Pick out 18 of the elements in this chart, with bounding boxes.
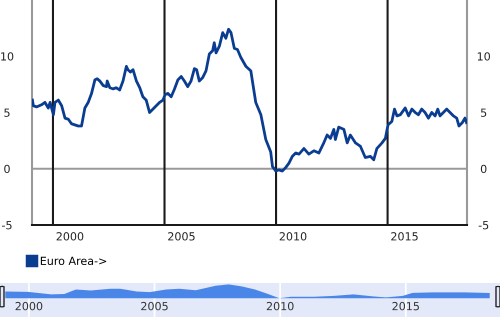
legend-label: Euro Area-> — [40, 256, 106, 266]
x-tick-label: 2015 — [392, 302, 419, 310]
y-tick-label: 10 — [1, 52, 14, 61]
y2-tick-label: 10 — [478, 52, 490, 61]
y2-tick-label: -5 — [478, 221, 488, 230]
x-tick-label: 2000 — [16, 302, 42, 310]
y-tick-label: -5 — [2, 221, 12, 230]
x-tick-label: 2005 — [141, 302, 168, 310]
y2-tick-label: 0 — [480, 164, 486, 174]
x-tick-label: 2000 — [56, 232, 84, 241]
y-tick-label: 5 — [4, 108, 10, 117]
y-tick-label: 0 — [4, 164, 10, 174]
line-series — [32, 28, 467, 172]
x-tick-label: 2010 — [266, 302, 294, 310]
x-tick-label: 2010 — [280, 232, 306, 241]
x-tick-label: 2015 — [391, 232, 418, 241]
y2-tick-label: 5 — [480, 108, 486, 117]
x-tick-label: 2005 — [168, 232, 195, 241]
